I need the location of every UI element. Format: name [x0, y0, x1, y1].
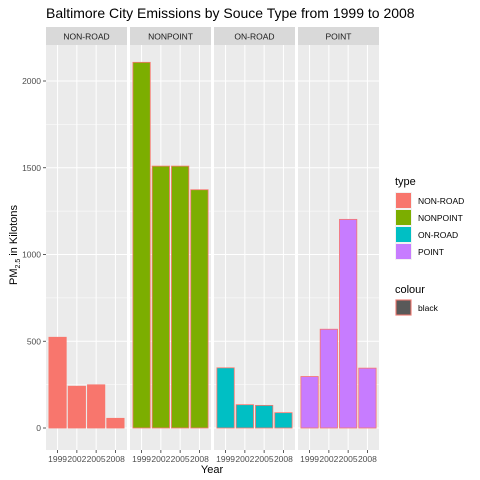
facet-on-road: ON-ROAD 1999 2002 2005 2008 [214, 27, 295, 464]
legend-label: NON-ROAD [418, 196, 464, 206]
bar-on-road-2005 [255, 404, 274, 429]
y-axis-title-sub: 2.5 [15, 259, 22, 269]
y-tick-label: 1000 [22, 250, 41, 260]
y-tick-label: 500 [27, 336, 41, 346]
y-axis: 0 500 1000 1500 2000 [22, 76, 46, 433]
x-tick-label: 2002 [319, 454, 338, 464]
y-tick-label: 2000 [22, 76, 41, 86]
y-axis-title-rest: in Kilotons [8, 204, 20, 258]
facet-nonpoint: NONPOINT 1999 2002 2005 2008 [130, 27, 211, 464]
facet-strip [214, 27, 295, 45]
x-tick-label: 2005 [339, 454, 358, 464]
bar-nonpoint-2002 [151, 165, 170, 429]
x-tick-label: 1999 [300, 454, 319, 464]
bar-on-road-1999 [216, 367, 235, 429]
legend-colour-title: colour [395, 284, 425, 296]
x-tick-label: 1999 [216, 454, 235, 464]
legend-colour-entries: black [395, 299, 439, 316]
x-tick-label: 2005 [255, 454, 274, 464]
bar-point-1999 [300, 376, 319, 429]
x-tick-label: 2002 [235, 454, 254, 464]
facet-strip-label: ON-ROAD [234, 32, 274, 42]
bar-on-road-2002 [235, 404, 254, 429]
x-tick-label: 2008 [274, 454, 293, 464]
facet-non-road: NON-ROAD 1999 2002 2005 2008 [46, 27, 127, 464]
bar-non-road-1999 [48, 336, 67, 429]
facet-strip-label: NON-ROAD [63, 32, 109, 42]
facet-strip-label: POINT [326, 32, 352, 42]
legend-swatch [396, 244, 411, 259]
y-axis-title: PM2.5 in Kilotons [8, 204, 22, 285]
legend: type NON-ROAD NONPOINT ON-ROAD POINT colour… [395, 176, 464, 316]
x-tick-label: 2002 [67, 454, 86, 464]
bar-non-road-2008 [106, 417, 125, 429]
legend-label: POINT [418, 247, 444, 257]
y-tick-label: 1500 [22, 163, 41, 173]
legend-swatch [396, 193, 411, 208]
x-tick-label: 2005 [87, 454, 106, 464]
bar-non-road-2002 [67, 385, 86, 429]
facet-strip [130, 27, 211, 45]
x-tick-label: 2005 [171, 454, 190, 464]
facet-strip-label: NONPOINT [148, 32, 193, 42]
bar-nonpoint-1999 [132, 61, 151, 429]
x-tick-label: 2008 [106, 454, 125, 464]
x-tick-label: 1999 [48, 454, 67, 464]
legend-label: black [418, 303, 439, 313]
y-axis-title-main: PM [8, 269, 20, 286]
y-tick-label: 0 [36, 423, 41, 433]
legend-swatch [395, 299, 412, 316]
x-tick-label: 1999 [132, 454, 151, 464]
bar-point-2008 [358, 367, 377, 429]
legend-type-title: type [395, 176, 416, 188]
legend-swatch [396, 227, 411, 242]
x-axis-title: Year [201, 464, 224, 476]
bar-on-road-2008 [274, 412, 293, 429]
legend-swatch [396, 210, 411, 225]
bar-point-2002 [319, 328, 338, 429]
x-tick-label: 2008 [190, 454, 209, 464]
bar-nonpoint-2005 [171, 165, 190, 429]
facet-strip [46, 27, 127, 45]
legend-type-entries: NON-ROAD NONPOINT ON-ROAD POINT [395, 192, 464, 260]
facet-point: POINT 1999 2002 2005 2008 [298, 27, 379, 464]
bar-nonpoint-2008 [190, 189, 209, 429]
bar-non-road-2005 [87, 384, 106, 429]
x-tick-label: 2002 [151, 454, 170, 464]
legend-label: NONPOINT [418, 213, 463, 223]
bar-point-2005 [339, 218, 358, 429]
chart-title: Baltimore City Emissions by Souce Type f… [46, 5, 415, 21]
legend-label: ON-ROAD [418, 230, 458, 240]
facet-strip [298, 27, 379, 45]
x-tick-label: 2008 [358, 454, 377, 464]
